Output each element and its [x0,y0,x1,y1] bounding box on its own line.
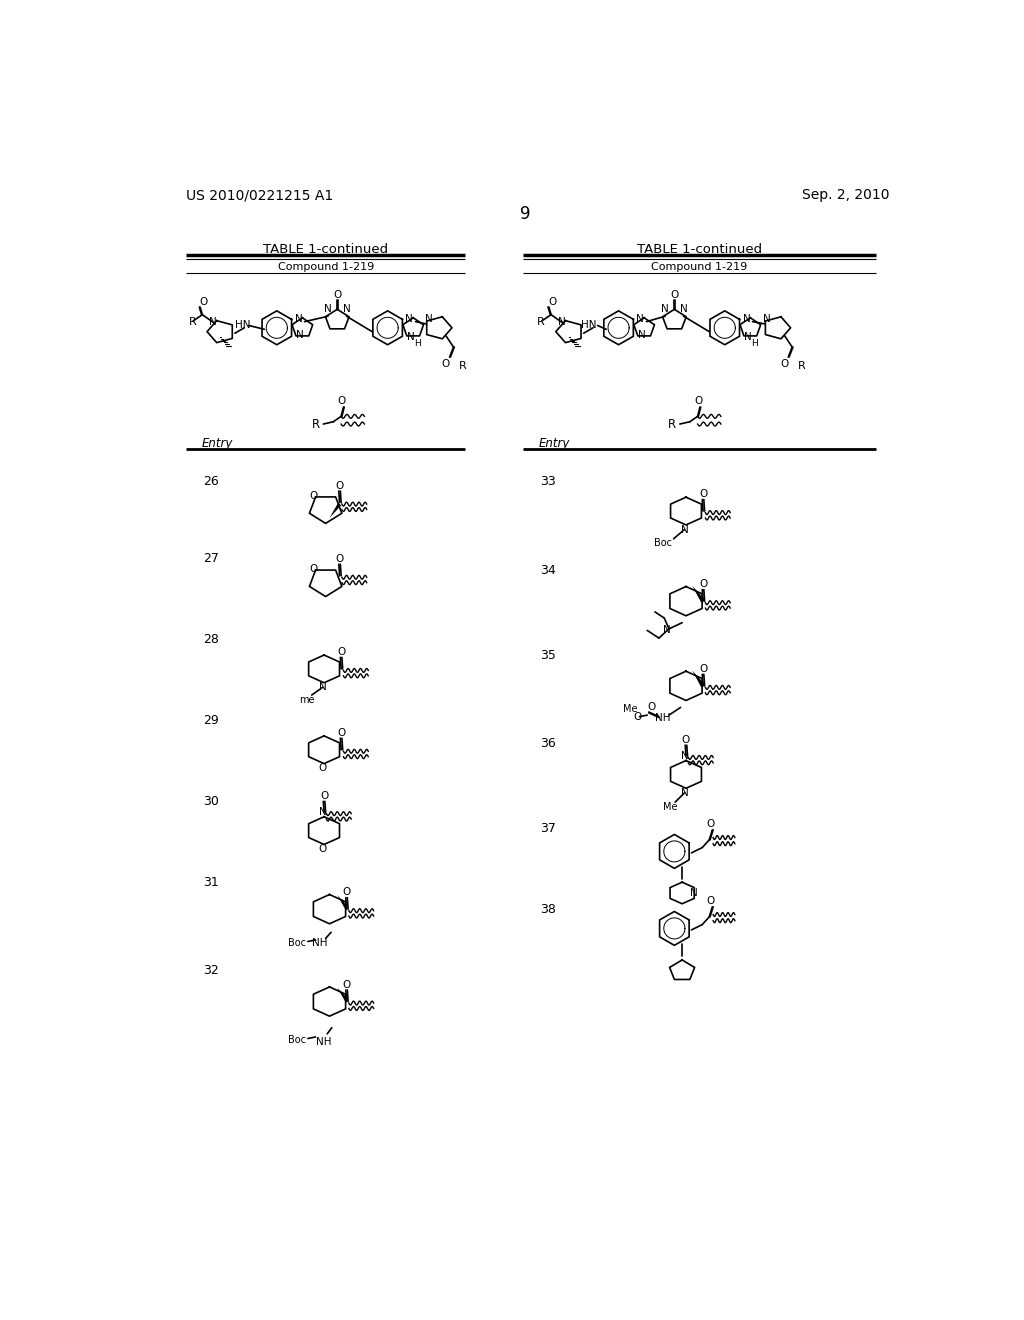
Text: O: O [699,579,708,589]
Text: HN: HN [234,321,251,330]
Text: O: O [318,843,327,854]
Text: NH: NH [312,939,328,948]
Text: O: O [309,564,317,574]
Polygon shape [692,586,705,602]
Polygon shape [337,895,348,908]
Text: 37: 37 [541,822,556,834]
Text: O: O [671,289,679,300]
Text: Boc: Boc [288,939,306,948]
Text: N: N [324,305,332,314]
Text: US 2010/0221215 A1: US 2010/0221215 A1 [186,189,334,202]
Text: N: N [425,314,432,323]
Text: O: O [682,735,690,744]
Text: Me: Me [664,801,678,812]
Text: 35: 35 [541,648,556,661]
Text: N: N [681,751,688,760]
Text: N: N [558,317,566,327]
Text: 36: 36 [541,737,556,750]
Text: R: R [538,317,545,327]
Text: Boc: Boc [653,539,672,548]
Text: me: me [299,694,314,705]
Text: NH: NH [315,1036,331,1047]
Text: O: O [336,480,344,491]
Text: HN: HN [582,321,597,330]
Text: O: O [699,490,708,499]
Polygon shape [330,503,341,517]
Text: Compound 1-219: Compound 1-219 [278,261,374,272]
Text: O: O [333,289,341,300]
Text: Compound 1-219: Compound 1-219 [651,261,748,272]
Text: O: O [634,711,642,722]
Text: N: N [663,626,671,635]
Text: O: O [699,664,708,675]
Text: 32: 32 [203,964,219,977]
Text: O: O [706,896,714,906]
Text: R: R [459,362,467,371]
Text: O: O [647,702,655,713]
Text: N: N [407,333,415,342]
Text: O: O [336,554,344,564]
Text: N: N [680,305,687,314]
Text: 30: 30 [203,795,219,808]
Text: O: O [342,979,350,990]
Text: TABLE 1-continued: TABLE 1-continued [263,243,388,256]
Text: O: O [200,297,208,308]
Text: 27: 27 [203,552,219,565]
Text: N: N [636,314,644,323]
Text: Boc: Boc [288,1035,306,1045]
Text: O: O [309,491,317,500]
Text: N: N [744,333,752,342]
Text: N: N [681,524,688,535]
Text: TABLE 1-continued: TABLE 1-continued [637,243,762,256]
Text: Me: Me [623,704,638,714]
Text: N: N [742,314,751,323]
Text: Entry: Entry [539,437,570,450]
Text: O: O [780,359,788,370]
Text: O: O [319,791,329,801]
Text: O: O [441,359,450,370]
Text: 34: 34 [541,564,556,577]
Text: 28: 28 [203,634,219,647]
Text: N: N [209,317,217,327]
Text: O: O [549,297,557,308]
Text: 29: 29 [203,714,219,727]
Text: N: N [318,682,327,693]
Text: N: N [318,807,327,817]
Polygon shape [692,671,705,688]
Text: NH: NH [655,713,671,723]
Text: N: N [690,888,697,898]
Text: N: N [343,305,350,314]
Text: N: N [638,330,646,341]
Text: R: R [188,317,197,327]
Text: R: R [311,417,319,430]
Text: N: N [296,330,304,341]
Text: O: O [342,887,350,898]
Text: N: N [764,314,771,323]
Text: N: N [406,314,414,323]
Text: R: R [668,417,676,430]
Text: O: O [338,396,346,407]
Text: N: N [662,305,669,314]
Text: R: R [798,362,805,371]
Text: 9: 9 [519,205,530,223]
Text: N: N [681,788,688,797]
Text: N: N [295,314,302,323]
Text: O: O [694,396,702,407]
Text: O: O [318,763,327,774]
Text: Entry: Entry [202,437,233,450]
Text: 31: 31 [203,875,219,888]
Text: 33: 33 [541,475,556,488]
Polygon shape [337,987,348,1001]
Text: H: H [414,339,421,347]
Text: Sep. 2, 2010: Sep. 2, 2010 [802,189,890,202]
Text: O: O [337,647,345,657]
Text: 38: 38 [541,903,556,916]
Text: 26: 26 [203,475,219,488]
Text: O: O [337,727,345,738]
Text: H: H [751,339,758,347]
Text: O: O [706,818,714,829]
